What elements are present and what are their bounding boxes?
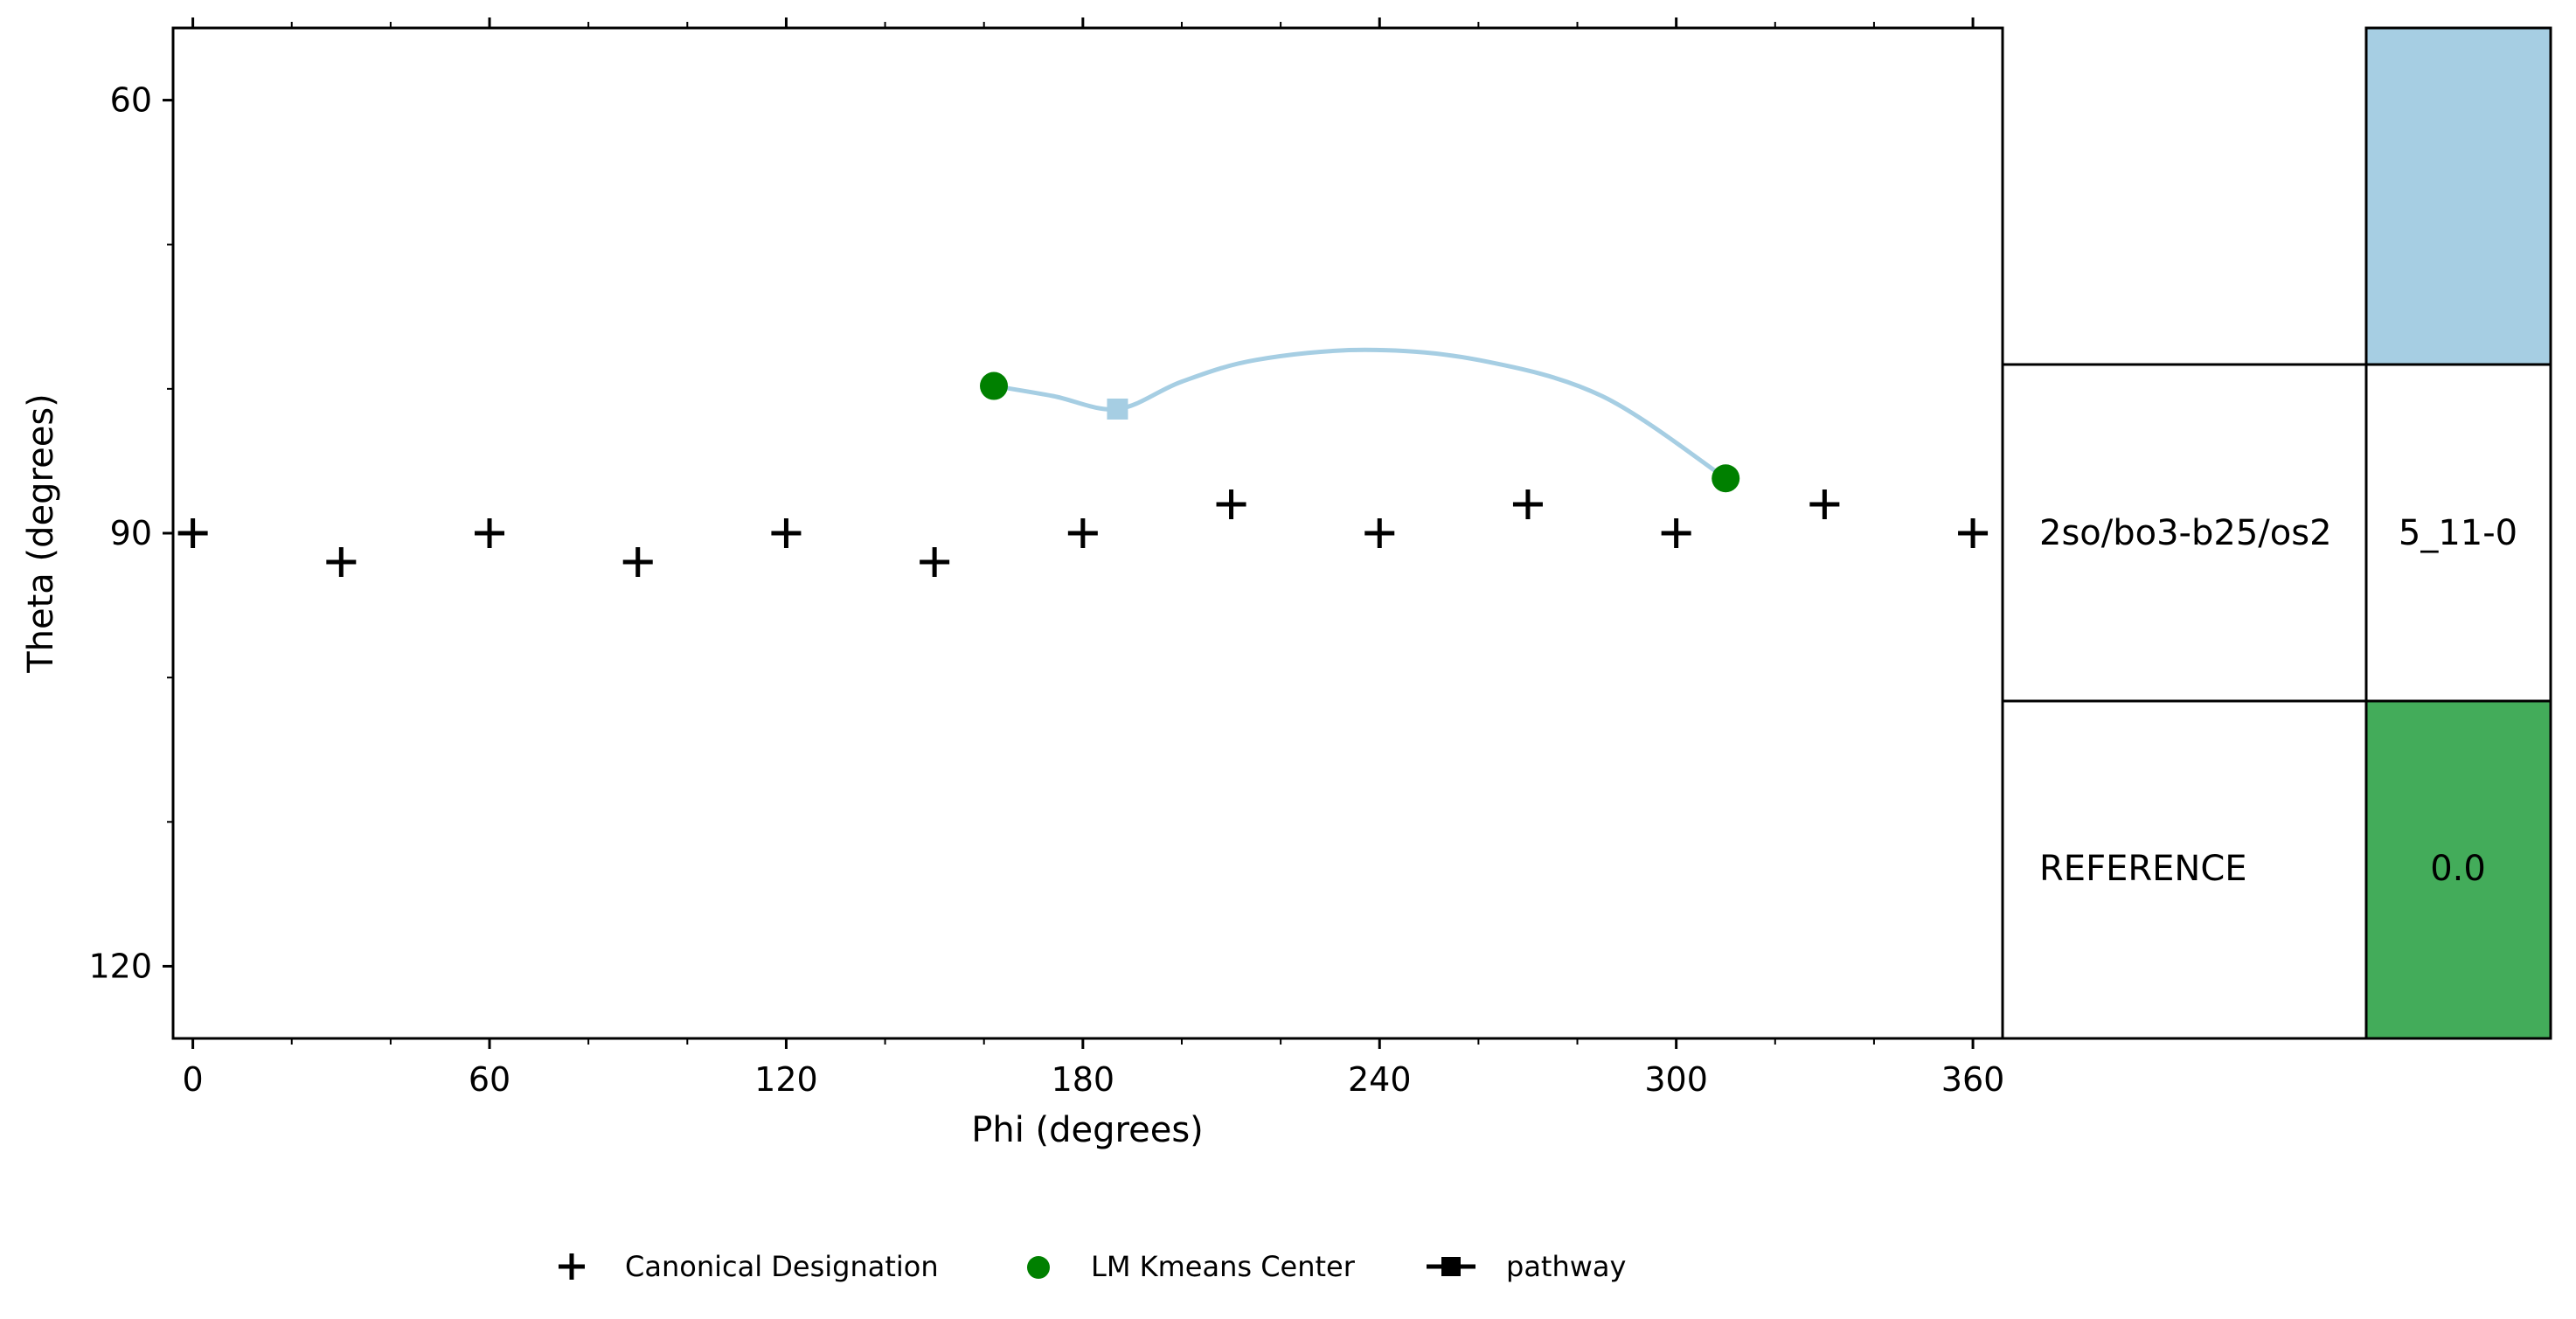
canonical-point [920, 547, 950, 578]
table-row-2-right-cell [2364, 363, 2552, 703]
table-row-3-left-text: REFERENCE [2039, 849, 2247, 889]
side-table: 2so/bo3-b25/os2 5_11-0 REFERENCE 0.0 [2001, 26, 2552, 1040]
canonical-point [1216, 489, 1246, 519]
x-tick-label: 120 [754, 1060, 818, 1099]
x-tick-label: 360 [1941, 1060, 2005, 1099]
legend-label-pathway: pathway [1506, 1250, 1626, 1283]
y-tick-label: 90 [110, 514, 152, 552]
plus-marker-icon [559, 1253, 585, 1280]
plot-area: 0 60 120 180 240 300 360 60 90 120 [88, 17, 2004, 1099]
x-tick-label: 0 [183, 1060, 204, 1099]
canonical-point [1067, 518, 1098, 548]
pathway-marker [1107, 398, 1128, 420]
circle-marker-icon [1027, 1256, 1050, 1279]
canonical-point [326, 547, 357, 578]
y-axis-title: Theta (degrees) [21, 393, 61, 674]
canonical-point [622, 547, 653, 578]
y-axis-ticks: 60 90 120 [88, 81, 173, 985]
legend: Canonical Designation LM Kmeans Center p… [559, 1250, 1626, 1283]
table-row-3-right-cell [2364, 699, 2552, 1040]
table-row-3-left-cell [2001, 699, 2368, 1040]
legend-item-pathway: pathway [1427, 1250, 1626, 1283]
table-row-3-right-text: 0.0 [2430, 849, 2486, 889]
legend-label-canonical: Canonical Designation [625, 1250, 939, 1283]
x-tick-label: 60 [469, 1060, 510, 1099]
table-row-2-right-text: 5_11-0 [2399, 513, 2517, 553]
kmeans-center-point [1712, 464, 1740, 493]
y-tick-label: 120 [88, 947, 152, 985]
x-tick-label: 180 [1052, 1060, 1115, 1099]
x-tick-label: 300 [1644, 1060, 1708, 1099]
canonical-point [475, 518, 505, 548]
canonical-point [1958, 518, 1989, 548]
x-axis-title: Phi (degrees) [971, 1110, 1204, 1150]
y-tick-label: 60 [110, 81, 152, 120]
canonical-point [177, 518, 208, 548]
canonical-point [1809, 489, 1840, 519]
legend-label-kmeans: LM Kmeans Center [1091, 1250, 1356, 1283]
series-layer [177, 347, 1989, 578]
table-row-1-right-cell [2364, 26, 2552, 366]
x-tick-label: 240 [1348, 1060, 1412, 1099]
table-row-2-left-text: 2so/bo3-b25/os2 [2039, 513, 2332, 553]
legend-item-canonical: Canonical Designation [559, 1250, 939, 1283]
canonical-point [1661, 518, 1691, 548]
canonical-point [1364, 518, 1395, 548]
square-marker-icon [1441, 1257, 1461, 1276]
canonical-point [1512, 489, 1543, 519]
canonical-point [771, 518, 802, 548]
pathway-line [993, 347, 1727, 481]
x-axis-ticks: 0 60 120 180 240 300 360 [183, 17, 2005, 1099]
kmeans-center-point [980, 371, 1009, 400]
table-row-2-left-cell [2001, 363, 2368, 703]
legend-item-kmeans: LM Kmeans Center [1027, 1250, 1356, 1283]
